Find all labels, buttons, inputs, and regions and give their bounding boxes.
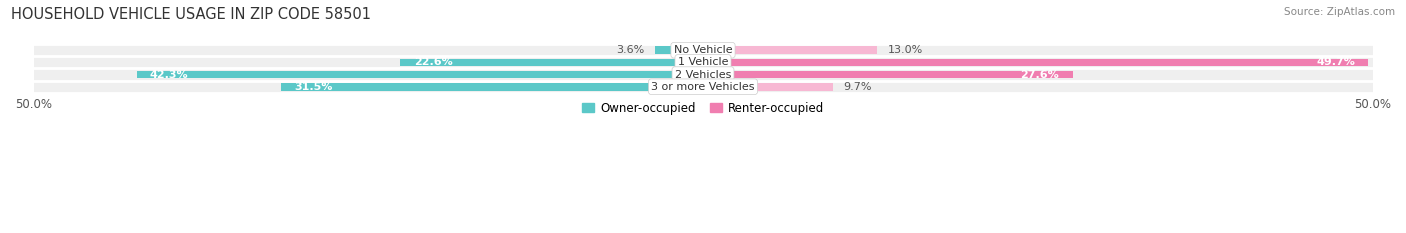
Text: 22.6%: 22.6%	[413, 57, 453, 67]
Bar	[34, 56, 1372, 69]
Bar	[281, 83, 703, 90]
Bar	[401, 59, 703, 66]
Bar	[655, 47, 703, 54]
Legend: Owner-occupied, Renter-occupied: Owner-occupied, Renter-occupied	[578, 97, 828, 120]
Bar	[703, 59, 1368, 66]
Text: 9.7%: 9.7%	[844, 82, 872, 92]
Text: 42.3%: 42.3%	[150, 70, 188, 80]
Text: 3.6%: 3.6%	[616, 45, 644, 55]
Bar	[703, 47, 877, 54]
Text: 2 Vehicles: 2 Vehicles	[675, 70, 731, 80]
Bar	[703, 71, 1073, 78]
Bar	[34, 81, 1372, 93]
Text: 27.6%: 27.6%	[1021, 70, 1059, 80]
Text: 1 Vehicle: 1 Vehicle	[678, 57, 728, 67]
Text: 31.5%: 31.5%	[295, 82, 333, 92]
Bar	[136, 71, 703, 78]
Text: 49.7%: 49.7%	[1316, 57, 1355, 67]
Text: Source: ZipAtlas.com: Source: ZipAtlas.com	[1284, 7, 1395, 17]
Text: HOUSEHOLD VEHICLE USAGE IN ZIP CODE 58501: HOUSEHOLD VEHICLE USAGE IN ZIP CODE 5850…	[11, 7, 371, 22]
Text: No Vehicle: No Vehicle	[673, 45, 733, 55]
Bar	[34, 69, 1372, 81]
Text: 3 or more Vehicles: 3 or more Vehicles	[651, 82, 755, 92]
Bar	[34, 44, 1372, 56]
Text: 13.0%: 13.0%	[887, 45, 922, 55]
Bar	[703, 83, 832, 90]
